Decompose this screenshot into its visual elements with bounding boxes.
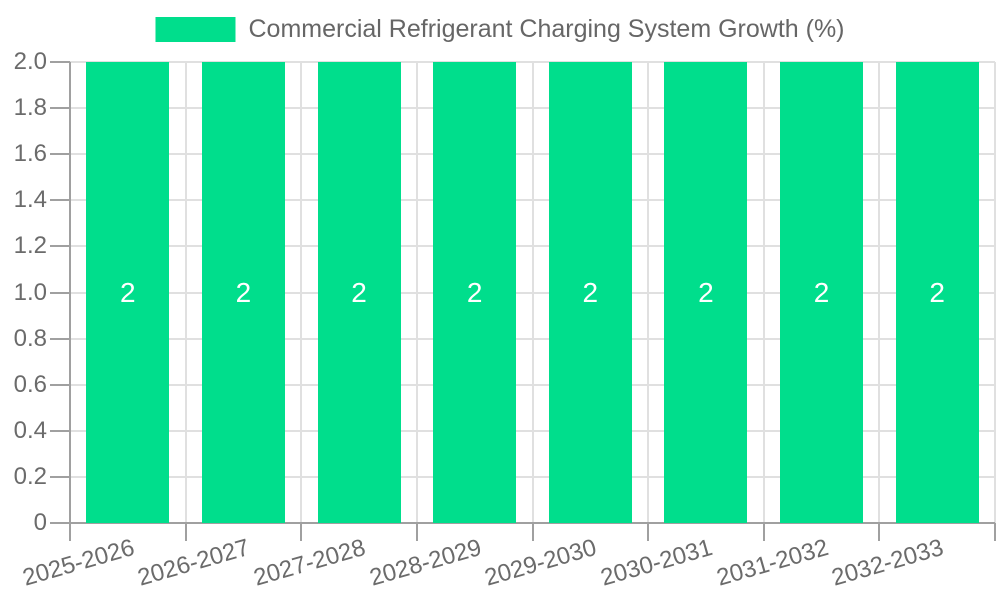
y-axis-tick-label: 0.2 bbox=[13, 462, 47, 490]
y-axis-tick bbox=[50, 61, 70, 63]
bar[interactable]: 2 bbox=[86, 62, 170, 523]
x-axis-tick-label: 2027-2028 bbox=[250, 534, 369, 592]
y-axis-tick-label: 1.6 bbox=[13, 140, 47, 168]
y-axis-tick-label: 0.4 bbox=[13, 416, 47, 444]
bar[interactable]: 2 bbox=[548, 62, 632, 523]
y-axis-tick bbox=[50, 429, 70, 432]
x-axis-tick bbox=[415, 523, 418, 541]
y-axis-tick bbox=[50, 475, 70, 478]
x-axis-tick-label: 2032-2033 bbox=[828, 534, 947, 592]
y-axis-tick bbox=[50, 245, 70, 248]
y-axis-tick bbox=[50, 522, 70, 524]
x-gridline bbox=[762, 62, 765, 523]
x-axis-tick bbox=[878, 523, 881, 541]
x-axis-tick bbox=[762, 523, 765, 541]
y-axis-tick bbox=[50, 199, 70, 202]
x-axis-line bbox=[70, 522, 995, 524]
bar-value-label: 2 bbox=[698, 276, 714, 308]
x-axis-tick bbox=[994, 523, 996, 541]
y-axis-tick bbox=[50, 383, 70, 386]
y-axis-tick bbox=[50, 337, 70, 340]
bar[interactable]: 2 bbox=[664, 62, 748, 523]
x-axis-tick bbox=[531, 523, 534, 541]
x-gridline bbox=[531, 62, 534, 523]
bar[interactable]: 2 bbox=[201, 62, 285, 523]
bar[interactable]: 2 bbox=[317, 62, 401, 523]
x-axis-tick bbox=[69, 523, 71, 541]
y-axis-tick-label: 2.0 bbox=[13, 48, 47, 75]
y-axis-line bbox=[69, 62, 71, 523]
bar[interactable]: 2 bbox=[895, 62, 979, 523]
x-axis-tick-label: 2031-2032 bbox=[713, 534, 832, 592]
bar[interactable]: 2 bbox=[780, 62, 864, 523]
bar-value-label: 2 bbox=[929, 276, 945, 308]
x-gridline bbox=[415, 62, 418, 523]
y-axis-tick-label: 0 bbox=[33, 509, 47, 536]
y-axis-tick bbox=[50, 291, 70, 294]
x-axis-tick bbox=[647, 523, 650, 541]
legend-swatch bbox=[155, 17, 236, 42]
bar-value-label: 2 bbox=[120, 276, 136, 308]
x-gridline bbox=[994, 62, 996, 523]
legend-label: Commercial Refrigerant Charging System G… bbox=[248, 15, 845, 43]
x-gridline bbox=[647, 62, 650, 523]
bar-value-label: 2 bbox=[582, 276, 599, 308]
y-axis-tick-label: 1.8 bbox=[13, 94, 47, 122]
x-axis-tick bbox=[184, 523, 187, 541]
bar[interactable]: 2 bbox=[433, 62, 517, 523]
bar-value-label: 2 bbox=[235, 276, 252, 308]
x-axis-tick-label: 2030-2031 bbox=[597, 534, 716, 592]
x-gridline bbox=[184, 62, 187, 523]
bar-value-label: 2 bbox=[466, 276, 483, 308]
y-axis-tick-label: 0.6 bbox=[13, 370, 47, 398]
y-axis-tick-label: 1.2 bbox=[13, 232, 47, 260]
bar-value-label: 2 bbox=[351, 276, 367, 308]
y-axis-tick-label: 1.4 bbox=[13, 186, 47, 214]
x-axis-tick-label: 2029-2030 bbox=[481, 534, 600, 592]
y-axis-tick-label: 0.8 bbox=[13, 324, 47, 352]
y-axis-tick bbox=[50, 107, 70, 110]
x-gridline bbox=[300, 62, 303, 523]
x-axis-tick-label: 2028-2029 bbox=[366, 534, 485, 592]
bar-value-label: 2 bbox=[813, 276, 830, 308]
y-axis-tick-label: 1.0 bbox=[13, 278, 47, 306]
x-gridline bbox=[878, 62, 881, 523]
x-axis-tick-label: 2025-2026 bbox=[19, 534, 138, 592]
x-axis-tick bbox=[300, 523, 303, 541]
y-axis-tick bbox=[50, 153, 70, 156]
legend-item[interactable]: Commercial Refrigerant Charging System G… bbox=[155, 15, 845, 44]
x-axis-tick-label: 2026-2027 bbox=[135, 534, 253, 592]
